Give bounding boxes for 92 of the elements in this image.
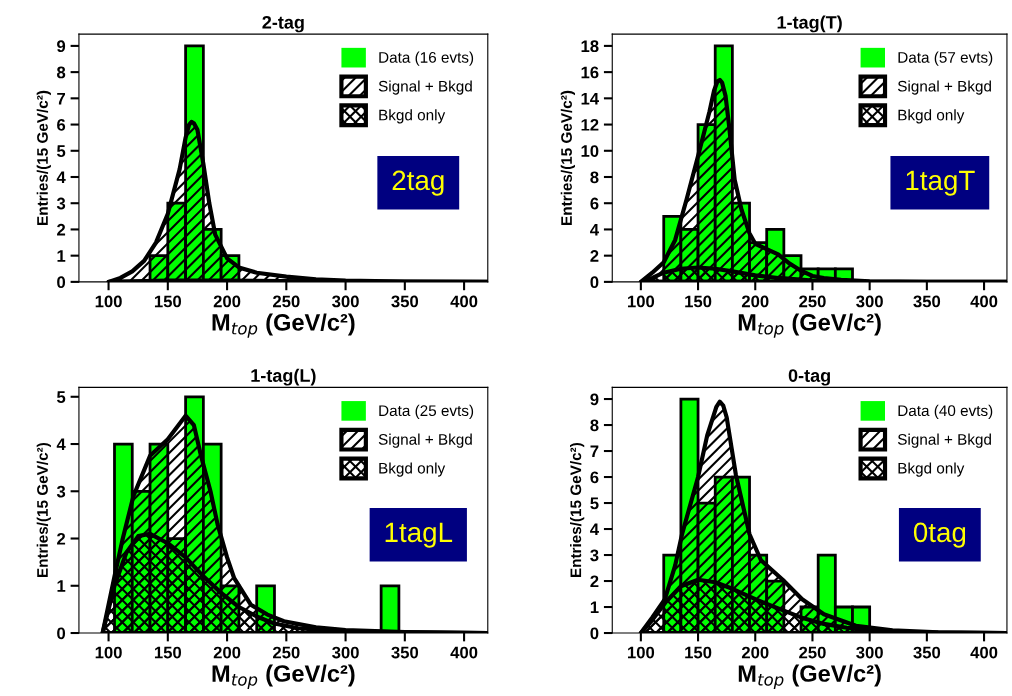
annotation: 1tagL xyxy=(385,522,453,548)
annotation: 1tagT xyxy=(906,170,975,196)
y-tick-label: 1 xyxy=(57,250,66,262)
y-tick-label: 12 xyxy=(581,118,599,131)
x-tick-label: 100 xyxy=(95,646,122,659)
x-tick-label: 300 xyxy=(332,646,359,659)
legend-label: Signal + Bkgd xyxy=(897,80,991,95)
x-tick-label: 350 xyxy=(913,646,941,659)
x-tick-label: 200 xyxy=(213,646,241,659)
x-tick-label: 100 xyxy=(628,295,655,308)
x-tick-label: 200 xyxy=(213,295,241,308)
x-tick-label: 400 xyxy=(450,295,478,308)
y-tick-label: 18 xyxy=(581,40,599,53)
y-tick-label: 16 xyxy=(581,66,599,79)
chart-title: 2-tag xyxy=(262,15,304,33)
x-axis-title: M$_{top}$ (GeV/c²) xyxy=(212,313,355,338)
legend-label: Signal + Bkgd xyxy=(378,80,472,95)
x-tick-label: 150 xyxy=(154,295,182,308)
x-tick-label: 250 xyxy=(799,646,826,659)
y-tick-label: 8 xyxy=(57,66,66,79)
y-tick-label: 0 xyxy=(57,627,66,640)
x-tick-label: 100 xyxy=(628,646,655,659)
y-axis-title: Entries/(15 GeV/c²) xyxy=(570,443,585,578)
y-tick-label: 3 xyxy=(56,197,66,210)
y-tick-label: 5 xyxy=(590,497,599,510)
y-tick-label: 10 xyxy=(581,145,599,157)
y-axis-title: Entries/(15 GeV/c²) xyxy=(36,443,51,578)
y-tick-label: 7 xyxy=(590,445,599,458)
legend-label: Data (57 evts) xyxy=(898,51,993,66)
x-tick-label: 400 xyxy=(970,646,998,659)
y-tick-label: 14 xyxy=(581,92,599,105)
x-tick-label: 200 xyxy=(741,646,769,659)
y-tick-label: 6 xyxy=(57,118,66,131)
y-tick-label: 4 xyxy=(56,171,66,184)
y-axis-title: Entries/(15 GeV/c²) xyxy=(36,90,51,225)
x-axis-title: M$_{top}$ (GeV/c²) xyxy=(738,664,881,689)
y-tick-label: 3 xyxy=(56,485,66,498)
legend-label: Bkgd only xyxy=(898,462,965,477)
x-tick-label: 250 xyxy=(799,295,826,308)
y-tick-label: 3 xyxy=(590,549,599,562)
y-tick-label: 7 xyxy=(57,92,66,105)
y-tick-label: 2 xyxy=(590,575,599,588)
x-tick-label: 400 xyxy=(450,646,478,659)
y-tick-label: 5 xyxy=(56,391,66,403)
x-tick-label: 150 xyxy=(685,646,712,659)
x-tick-label: 150 xyxy=(154,646,182,659)
y-tick-label: 0 xyxy=(590,627,599,640)
legend-label: Signal + Bkgd xyxy=(897,433,991,448)
y-tick-label: 2 xyxy=(57,532,66,545)
x-tick-label: 150 xyxy=(685,295,712,308)
chart-title: 1-tag(T) xyxy=(777,15,842,33)
y-tick-label: 8 xyxy=(590,419,599,432)
x-tick-label: 250 xyxy=(273,646,300,659)
y-tick-label: 6 xyxy=(590,197,599,210)
y-tick-label: 9 xyxy=(57,40,66,53)
y-tick-label: 1 xyxy=(57,580,66,592)
y-tick-label: 5 xyxy=(56,145,66,157)
x-tick-label: 350 xyxy=(391,295,419,308)
y-tick-label: 2 xyxy=(590,250,599,262)
y-tick-label: 6 xyxy=(590,471,599,484)
x-tick-label: 400 xyxy=(970,295,998,308)
legend-label: Bkgd only xyxy=(379,462,446,477)
chart-title: 1-tag(L) xyxy=(251,368,316,386)
legend-label: Signal + Bkgd xyxy=(378,433,472,448)
annotation: 0tag xyxy=(913,522,966,548)
legend-label: Data (40 evts) xyxy=(898,404,993,420)
x-tick-label: 350 xyxy=(391,646,419,659)
y-tick-label: 1 xyxy=(590,601,599,614)
y-tick-label: 9 xyxy=(590,393,599,406)
y-tick-label: 4 xyxy=(590,224,599,236)
y-tick-label: 4 xyxy=(590,523,599,536)
y-tick-label: 4 xyxy=(56,438,66,451)
legend-label: Data (25 evts) xyxy=(379,404,474,420)
y-tick-label: 8 xyxy=(590,171,599,184)
x-tick-label: 300 xyxy=(856,646,883,659)
y-tick-label: 0 xyxy=(57,276,66,289)
y-axis-title: Entries/(15 GeV/c²) xyxy=(560,90,575,225)
legend-label: Data (16 evts) xyxy=(379,51,474,66)
annotation: 2tag xyxy=(392,170,444,196)
x-tick-label: 350 xyxy=(913,295,941,308)
legend-label: Bkgd only xyxy=(379,109,446,124)
chart-title: 0-tag xyxy=(788,369,830,386)
x-tick-label: 200 xyxy=(741,295,769,308)
x-tick-label: 300 xyxy=(332,295,359,308)
y-tick-label: 0 xyxy=(590,276,599,289)
x-axis-title: M$_{top}$ (GeV/c²) xyxy=(738,313,881,338)
x-tick-label: 250 xyxy=(273,295,300,308)
x-tick-label: 100 xyxy=(95,295,122,308)
y-tick-label: 2 xyxy=(57,223,66,236)
x-tick-label: 300 xyxy=(856,295,883,308)
x-axis-title: M$_{top}$ (GeV/c²) xyxy=(212,664,355,689)
legend-label: Bkgd only xyxy=(898,109,965,124)
